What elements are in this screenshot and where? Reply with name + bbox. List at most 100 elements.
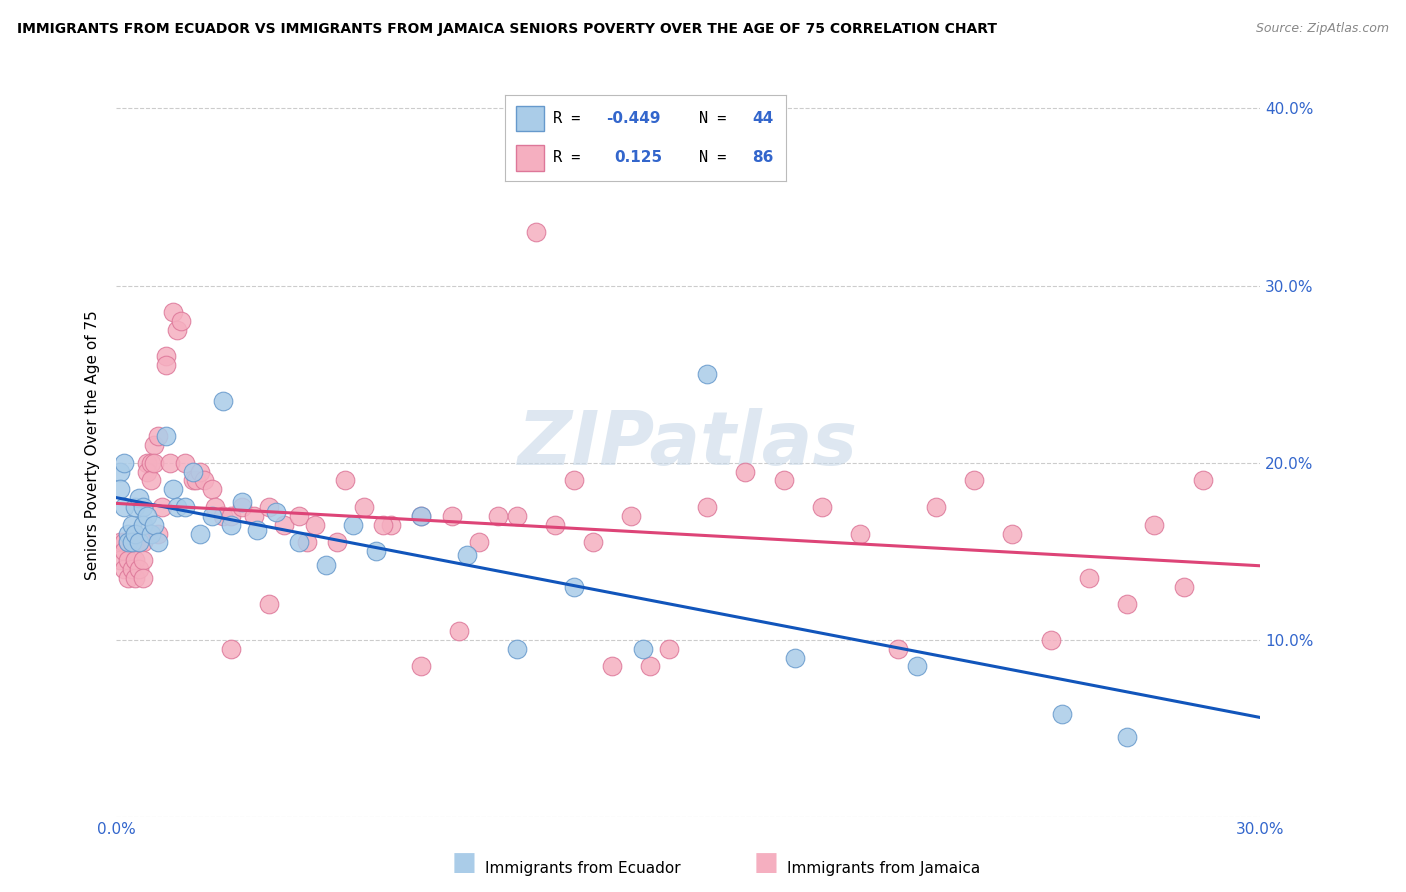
Point (333, 474, 356, 488)
Point (188, 526, 211, 541)
Point (231, 500, 253, 514)
Point (148, 429, 170, 443)
Point (201, 483, 224, 497)
Point (887, 641, 910, 656)
Point (411, 508, 433, 523)
Point (353, 500, 375, 514)
Point (132, 571, 155, 585)
Point (148, 535, 170, 549)
Point (411, 659, 433, 673)
Point (288, 535, 311, 549)
Point (108, 483, 131, 497)
Point (1077, 571, 1099, 585)
Point (112, 544, 135, 558)
Point (1142, 517, 1164, 532)
Point (772, 474, 794, 488)
Point (505, 508, 527, 523)
Point (166, 323, 188, 337)
Point (155, 350, 177, 364)
Point (117, 535, 139, 549)
Text: ■: ■ (754, 850, 779, 876)
Point (162, 305, 184, 319)
Point (212, 508, 235, 523)
Text: IMMIGRANTS FROM ECUADOR VS IMMIGRANTS FROM JAMAICA SENIORS POVERTY OVER THE AGE : IMMIGRANTS FROM ECUADOR VS IMMIGRANTS FR… (17, 22, 997, 37)
Point (963, 474, 986, 488)
Point (112, 535, 135, 549)
Text: ZIPatlas: ZIPatlas (519, 409, 858, 482)
Point (143, 438, 166, 452)
Point (139, 456, 162, 470)
Point (159, 456, 181, 470)
Point (188, 465, 211, 479)
Point (124, 526, 146, 541)
Point (638, 659, 661, 673)
Point (186, 474, 208, 488)
Point (544, 517, 567, 532)
Point (486, 508, 509, 523)
Point (181, 465, 204, 479)
Point (112, 562, 135, 576)
Point (231, 494, 253, 508)
Point (212, 393, 235, 408)
Point (1115, 731, 1137, 745)
Point (139, 474, 162, 488)
Point (204, 500, 226, 514)
Point (135, 465, 157, 479)
Point (193, 474, 215, 488)
Point (143, 456, 166, 470)
Point (411, 508, 433, 523)
Point (1050, 707, 1073, 722)
Point (124, 553, 146, 567)
Point (128, 535, 150, 549)
Point (117, 553, 139, 567)
Point (170, 314, 193, 328)
Point (364, 544, 387, 558)
Point (696, 367, 718, 381)
Point (219, 517, 242, 532)
Point (166, 500, 188, 514)
Point (148, 526, 170, 541)
Point (135, 456, 157, 470)
Point (342, 517, 364, 532)
Point (849, 526, 872, 541)
Point (905, 659, 928, 673)
Point (132, 500, 155, 514)
Point (467, 535, 489, 549)
Point (288, 508, 311, 523)
Point (117, 571, 139, 585)
Point (117, 535, 139, 549)
Point (108, 553, 131, 567)
Point (810, 500, 832, 514)
Point (124, 535, 146, 549)
Point (304, 517, 326, 532)
Point (112, 456, 135, 470)
Point (181, 474, 204, 488)
Point (1115, 598, 1137, 612)
Point (132, 517, 155, 532)
Point (121, 535, 143, 549)
Text: ■: ■ (451, 850, 477, 876)
Point (562, 580, 585, 594)
Point (128, 491, 150, 505)
Point (257, 598, 280, 612)
Point (117, 526, 139, 541)
Point (600, 659, 623, 673)
Point (1192, 474, 1215, 488)
Point (162, 483, 184, 497)
Point (132, 535, 155, 549)
Point (246, 523, 269, 537)
Point (1173, 580, 1195, 594)
Point (150, 500, 173, 514)
Point (128, 535, 150, 549)
Point (219, 508, 242, 523)
Point (631, 641, 654, 656)
Point (108, 465, 131, 479)
Point (524, 226, 547, 240)
Point (380, 517, 402, 532)
Point (242, 508, 264, 523)
Point (121, 517, 143, 532)
Point (257, 500, 280, 514)
Point (456, 548, 478, 562)
Point (112, 500, 135, 514)
Point (201, 508, 224, 523)
